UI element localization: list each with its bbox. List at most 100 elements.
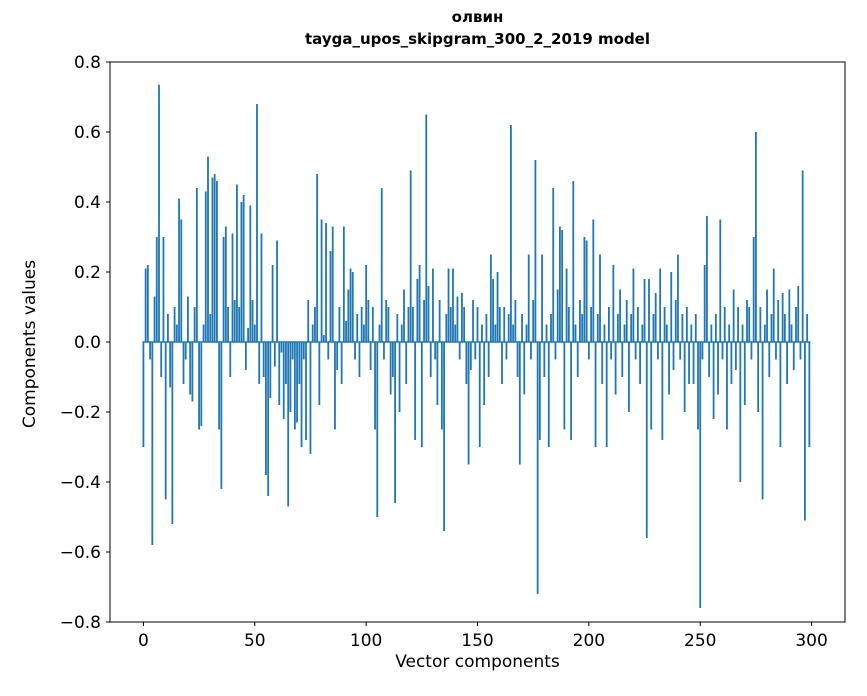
bar — [530, 342, 532, 360]
bar — [572, 181, 575, 342]
bar — [505, 342, 508, 360]
bar — [258, 342, 261, 384]
bar — [231, 233, 234, 342]
bar — [432, 268, 434, 342]
bar — [325, 223, 327, 342]
bar — [534, 160, 537, 342]
bar — [269, 342, 272, 398]
bar — [322, 335, 325, 342]
bar — [211, 177, 214, 342]
bar — [180, 219, 183, 342]
bar — [195, 188, 198, 342]
bar — [253, 324, 256, 342]
bar — [403, 289, 405, 342]
bar — [761, 342, 764, 500]
bar — [358, 342, 361, 377]
bar — [242, 195, 245, 342]
bar — [329, 251, 332, 342]
bar — [621, 342, 624, 377]
bar — [409, 170, 412, 342]
bar — [623, 324, 626, 342]
bar — [398, 342, 401, 412]
bar — [434, 342, 437, 360]
bar — [365, 265, 368, 342]
bar — [151, 342, 154, 545]
bar — [603, 324, 606, 342]
bar — [340, 342, 343, 384]
bar — [155, 237, 158, 342]
bar — [596, 314, 599, 342]
bar — [659, 268, 662, 342]
bar — [665, 324, 668, 342]
bar — [547, 342, 550, 447]
bar — [414, 342, 417, 440]
bar — [369, 342, 372, 370]
bar — [688, 342, 690, 384]
bar — [427, 286, 430, 342]
bar — [657, 342, 659, 360]
bar — [260, 233, 263, 342]
bar — [360, 307, 363, 342]
bar — [227, 307, 229, 342]
bar — [639, 342, 641, 384]
bar — [149, 342, 151, 360]
bar — [175, 324, 178, 342]
bar — [694, 314, 697, 342]
bar — [167, 314, 169, 342]
bar — [256, 104, 258, 342]
bar — [699, 342, 702, 608]
bar — [438, 300, 441, 342]
bar — [153, 296, 156, 342]
bar — [316, 174, 319, 342]
bar — [654, 293, 657, 342]
bar — [772, 268, 775, 342]
bar — [748, 307, 751, 342]
bar — [681, 314, 684, 342]
bar — [692, 342, 695, 384]
bar — [561, 230, 564, 342]
bar — [521, 314, 523, 342]
bar — [668, 342, 670, 395]
y-tick-label: 0.8 — [74, 53, 101, 73]
bar — [347, 289, 350, 342]
bar — [752, 237, 755, 342]
bar — [184, 342, 187, 360]
y-axis-label: Components values — [20, 259, 40, 429]
bar — [374, 342, 376, 430]
bar — [367, 300, 370, 342]
bar — [207, 156, 209, 342]
bar — [218, 342, 221, 430]
bar — [545, 324, 548, 342]
chart-title-model: tayga_upos_skipgram_300_2_2019 model — [305, 30, 650, 48]
bar — [717, 342, 719, 395]
bar — [233, 300, 236, 342]
bar — [494, 324, 497, 342]
y-tick-label: 0.4 — [74, 193, 101, 213]
bar — [801, 170, 804, 342]
bar — [525, 324, 528, 342]
bar — [590, 307, 592, 342]
bar — [314, 307, 316, 342]
bar — [436, 342, 439, 405]
bar — [209, 314, 212, 342]
bar — [783, 314, 786, 342]
bar — [142, 342, 145, 447]
bar — [797, 286, 800, 342]
bar — [763, 324, 766, 342]
bar — [447, 268, 450, 342]
bar — [327, 342, 330, 360]
bar — [189, 342, 192, 395]
bar — [458, 342, 461, 360]
bar — [291, 342, 294, 360]
bar — [229, 342, 232, 377]
x-tick-label: 0 — [138, 631, 149, 651]
bar — [636, 307, 639, 342]
x-tick-label: 150 — [461, 631, 493, 651]
bar — [496, 272, 499, 342]
y-tick-label: 0.2 — [74, 263, 101, 283]
bar — [790, 324, 793, 342]
bar — [514, 300, 517, 342]
bar — [376, 342, 379, 517]
bar — [238, 307, 241, 342]
bar — [164, 342, 167, 500]
